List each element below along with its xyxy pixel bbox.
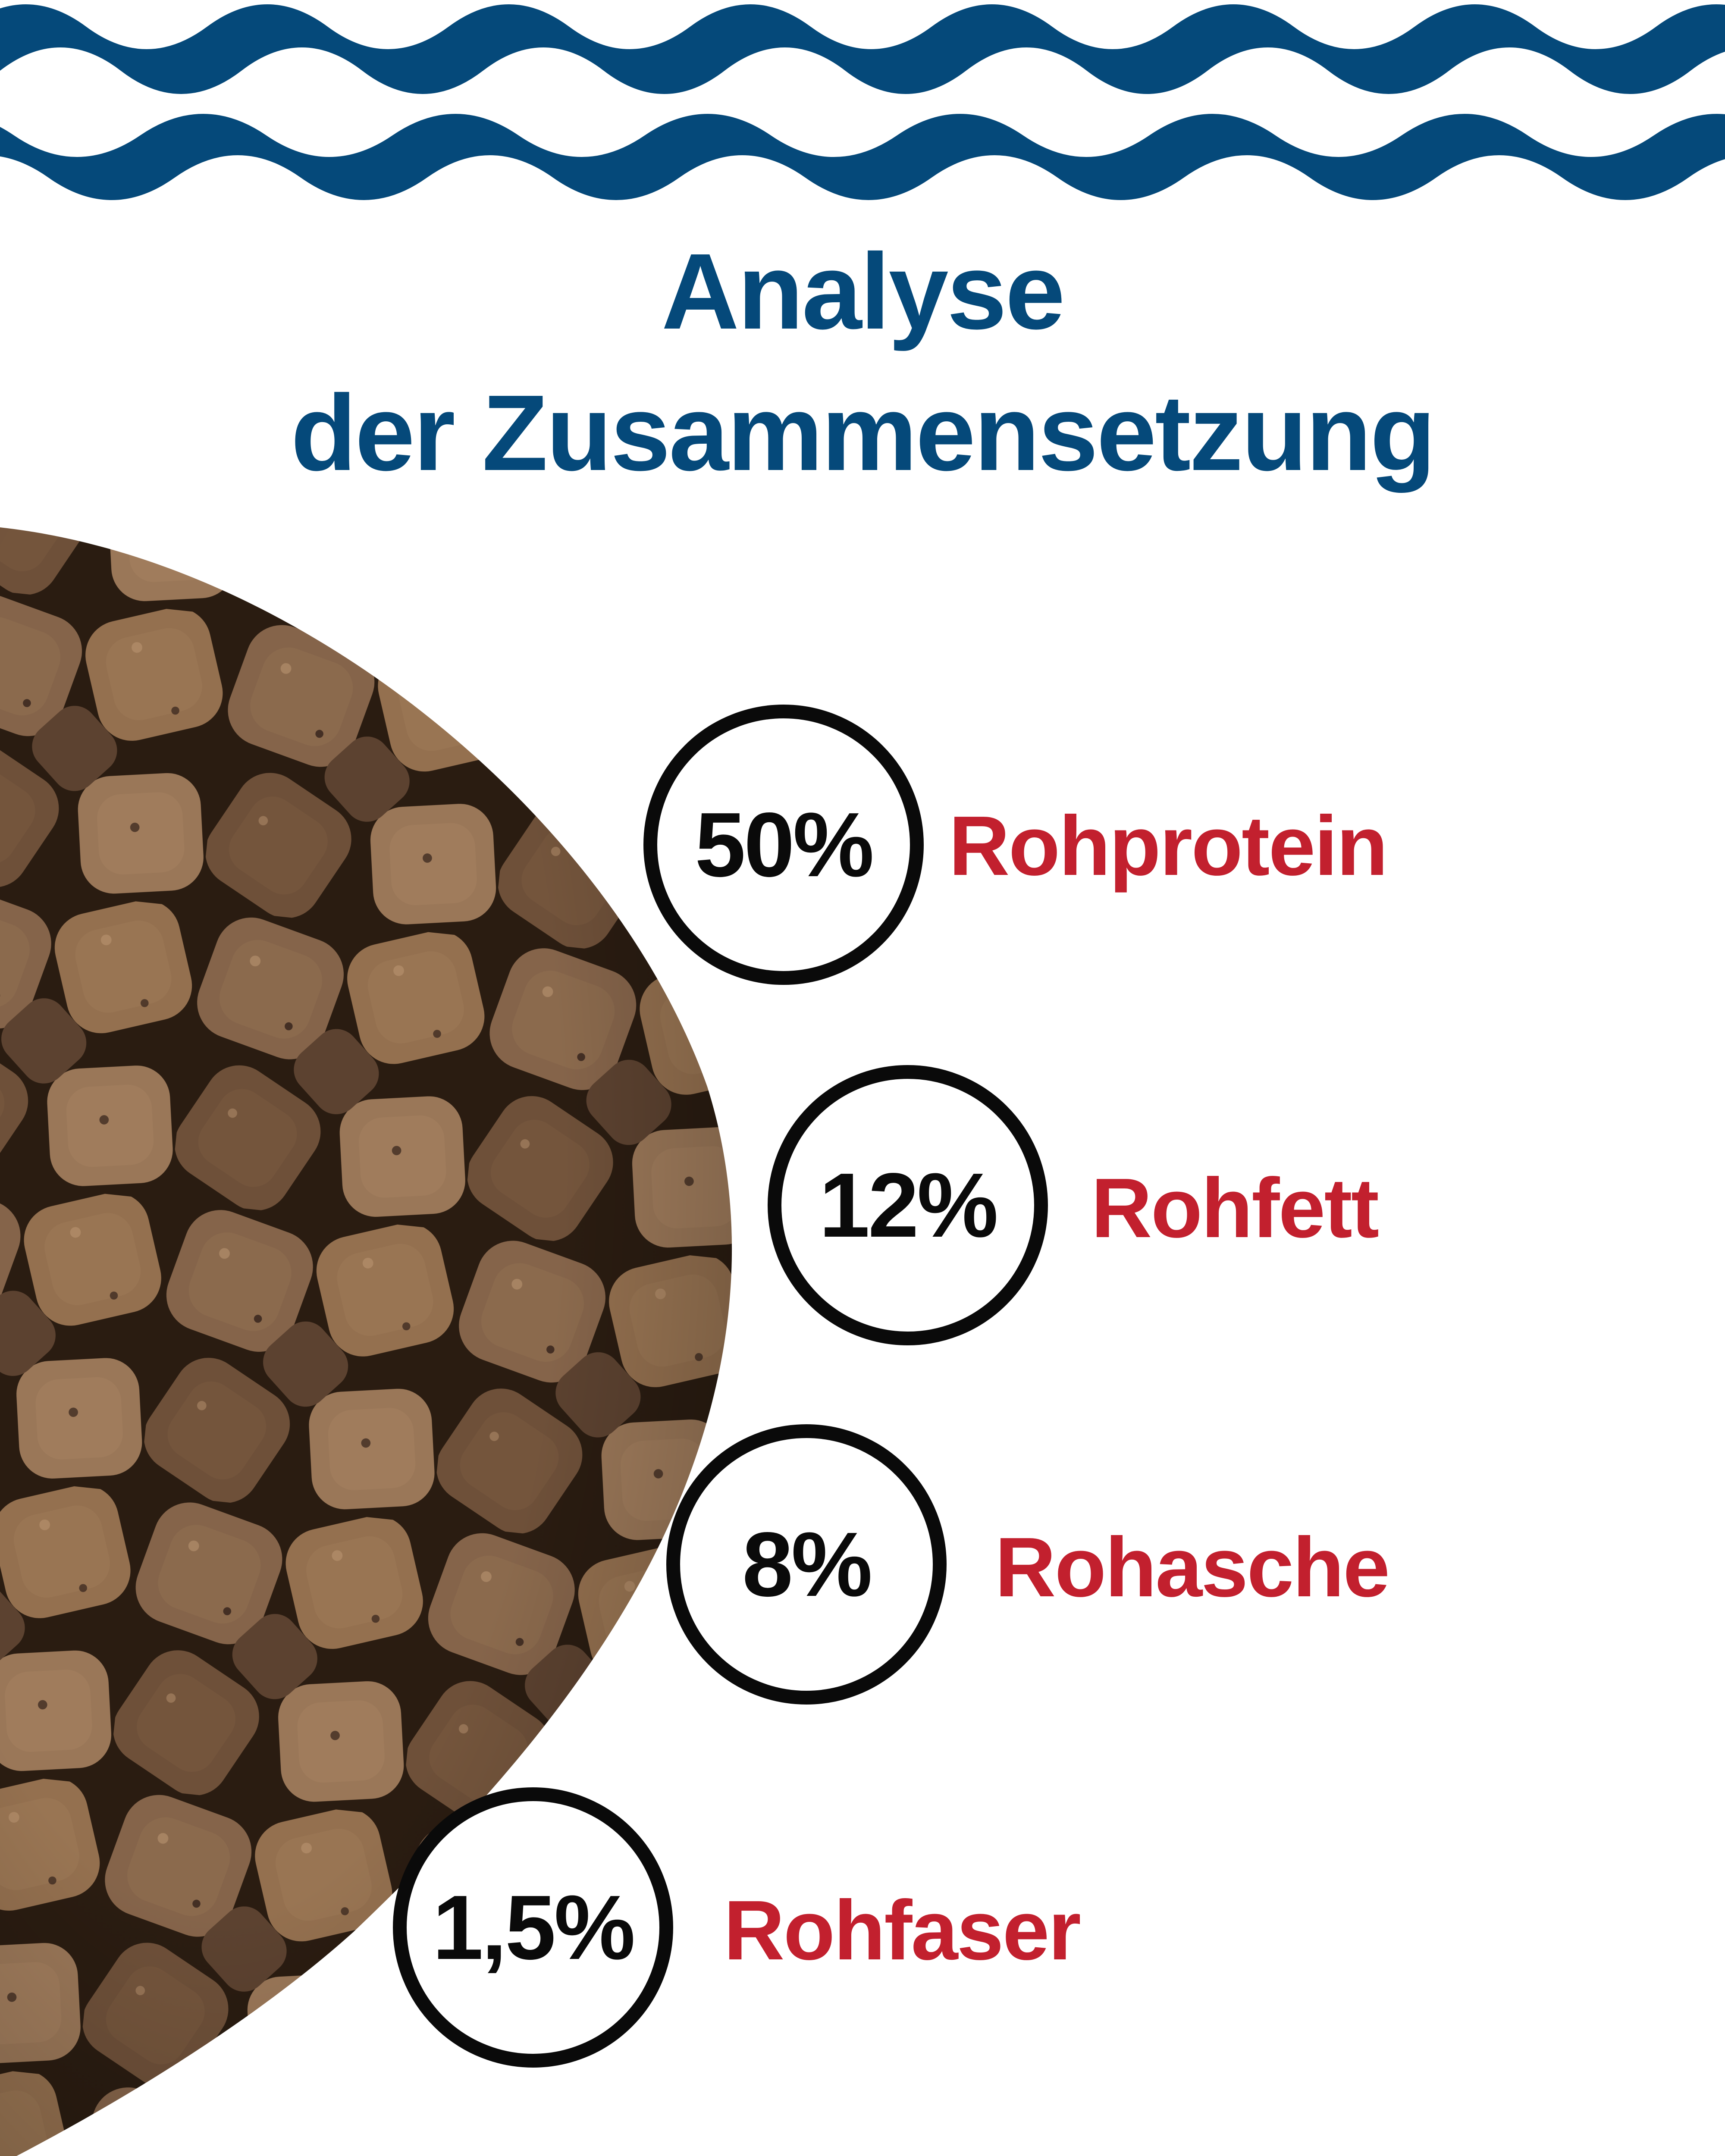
page-title-line-1: Analyse (661, 231, 1065, 351)
stat-value-rohasche: 8% (742, 1513, 872, 1615)
stat-label-rohprotein: Rohprotein (949, 799, 1388, 893)
stat-circle-rohfett: 12% (768, 1065, 1048, 1345)
stat-value-rohfett: 12% (819, 1154, 998, 1256)
wave-band-top-2 (0, 114, 1725, 200)
stat-circle-rohfaser: 1,5% (393, 1787, 673, 2068)
page-title-line-2: der Zusammensetzung (291, 373, 1436, 493)
stat-label-rohfaser: Rohfaser (724, 1883, 1081, 1977)
page-title: Analyse der Zusammensetzung (0, 221, 1725, 504)
stat-label-rohfett: Rohfett (1091, 1161, 1379, 1255)
wave-band-top-1 (0, 4, 1725, 94)
stat-circle-rohprotein: 50% (643, 705, 924, 985)
stat-value-rohfaser: 1,5% (432, 1876, 636, 1978)
stat-label-rohasche: Rohasche (995, 1520, 1390, 1614)
stat-value-rohprotein: 50% (695, 793, 874, 896)
stat-circle-rohasche: 8% (666, 1424, 947, 1705)
